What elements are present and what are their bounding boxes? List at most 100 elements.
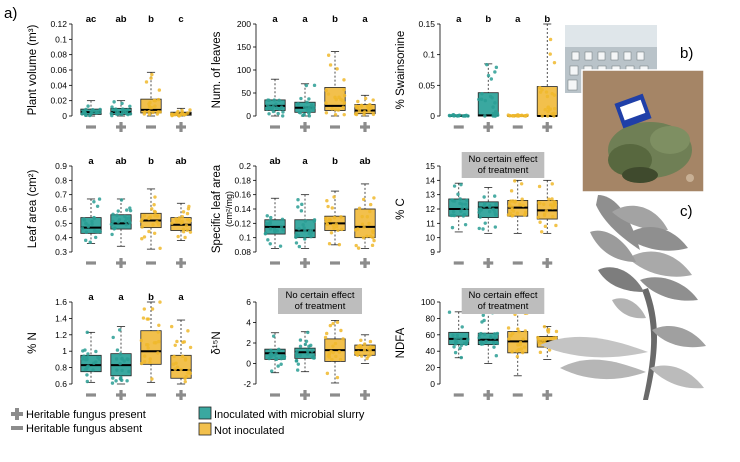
data-point [510, 205, 514, 209]
data-point [265, 107, 269, 111]
significance-letter: a [88, 156, 94, 167]
data-point [88, 113, 92, 118]
data-point [188, 345, 193, 350]
data-point [114, 107, 118, 111]
data-point [482, 332, 487, 336]
data-point [465, 339, 469, 343]
data-point [494, 213, 498, 217]
y-tick-label: 0.12 [234, 218, 251, 228]
data-point [326, 354, 331, 358]
data-point [278, 244, 283, 248]
y-tick-label: 0.18 [234, 175, 251, 185]
box-group-1: ab [263, 156, 286, 265]
data-point [493, 332, 497, 336]
y-tick-label: 0.08 [234, 247, 251, 257]
data-point [506, 326, 511, 330]
plus-marker-vertical [486, 258, 490, 268]
data-point [117, 328, 122, 332]
data-point [127, 216, 131, 220]
y-tick-label: 1.6 [55, 297, 67, 307]
data-point [543, 338, 547, 342]
box-group-1: a [80, 156, 102, 265]
data-point [544, 90, 549, 94]
data-point [522, 114, 527, 118]
data-point [354, 104, 358, 108]
data-point [84, 221, 88, 225]
data-point [453, 342, 458, 346]
data-point [333, 341, 338, 346]
data-point [143, 359, 147, 364]
data-point [177, 216, 182, 220]
data-point [268, 218, 273, 223]
box-group-2 [477, 187, 499, 268]
data-point [147, 110, 151, 114]
data-point [274, 106, 279, 110]
data-point [109, 222, 114, 226]
data-point [266, 238, 270, 242]
data-point [324, 219, 328, 224]
data-point [539, 230, 544, 234]
data-point [295, 354, 299, 358]
data-point [480, 92, 484, 96]
data-point [85, 355, 89, 360]
data-point [461, 114, 465, 118]
y-tick-label: 0 [246, 111, 251, 121]
data-point [484, 339, 488, 343]
data-point [269, 348, 273, 353]
data-point [296, 234, 301, 238]
data-point [552, 199, 557, 204]
data-point [511, 331, 515, 336]
significance-letter: c [178, 14, 183, 25]
data-point [333, 108, 338, 112]
data-point [90, 222, 94, 226]
data-point [124, 110, 129, 115]
y-tick-label: 0.1 [239, 233, 251, 243]
data-point [128, 206, 132, 210]
data-point [359, 338, 363, 343]
y-tick-label: 0.5 [55, 218, 67, 228]
data-point [491, 340, 496, 345]
data-point [480, 320, 484, 324]
y-tick-label: 0.7 [55, 190, 67, 200]
data-point [481, 313, 485, 317]
data-point [451, 209, 456, 214]
panel-label-a: a) [4, 5, 17, 22]
data-point [122, 359, 126, 363]
data-point [479, 97, 484, 101]
data-point [453, 350, 458, 355]
data-point [552, 60, 557, 65]
data-point [150, 207, 154, 211]
box-group-4: a [169, 292, 193, 400]
data-point [456, 113, 460, 118]
minus-marker [270, 125, 280, 129]
data-point [494, 202, 498, 206]
data-point [301, 223, 305, 227]
data-point [86, 352, 90, 356]
data-point [342, 87, 346, 92]
data-point [550, 182, 554, 186]
data-point [453, 337, 457, 341]
data-point [482, 195, 486, 199]
data-point [371, 345, 376, 349]
data-point [336, 108, 341, 112]
plus-marker-vertical [179, 390, 183, 400]
data-point [370, 243, 375, 248]
chart-panel-1: 0 0.02 0.04 0.06 0.08 0.1 0.12 Plant volume (m³… [27, 14, 192, 132]
data-point [299, 209, 304, 213]
y-tick-label: 10 [426, 233, 436, 243]
data-point [182, 340, 187, 344]
data-point [459, 182, 463, 187]
data-point [326, 92, 331, 96]
data-point [172, 112, 176, 117]
data-point [145, 317, 149, 321]
data-point [98, 107, 102, 112]
note-text: No certain effect [468, 154, 537, 165]
legend-absent: Heritable fungus absent [11, 423, 142, 435]
data-point [111, 212, 115, 216]
data-point [515, 211, 520, 215]
data-point [354, 228, 358, 232]
data-point [153, 213, 157, 218]
data-point [550, 197, 554, 201]
y-tick-label: 0.05 [418, 80, 435, 90]
